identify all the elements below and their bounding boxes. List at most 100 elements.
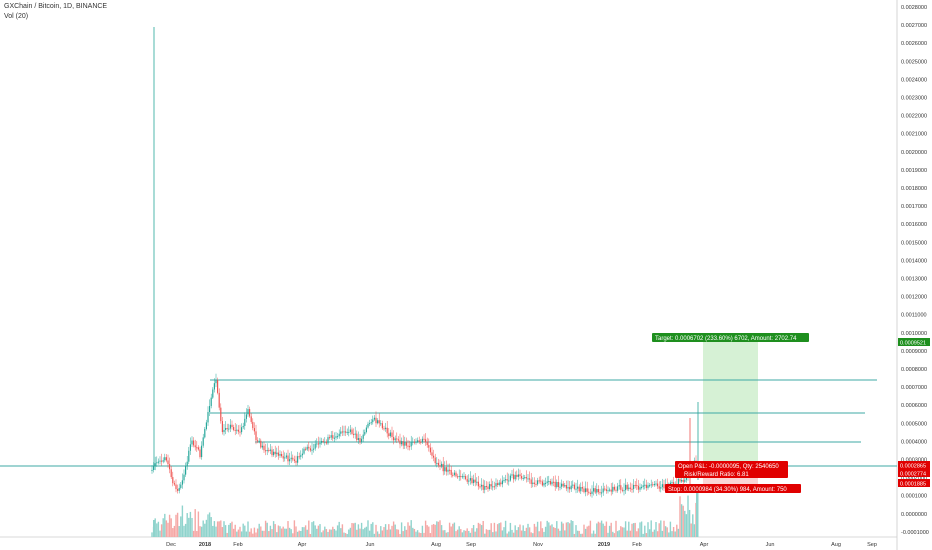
volume-bar [592,530,595,537]
volume-bar [480,525,483,537]
volume-bar [532,533,534,537]
candle-body [597,489,599,493]
candle-body [553,481,555,483]
candle-body [233,427,235,430]
volume-bar [205,519,208,537]
price-tick-label: 0.0015000 [901,240,927,246]
volume-bar [621,527,624,537]
volume-indicator-label[interactable]: Vol (20) [4,13,29,20]
candle-body [298,456,300,458]
candle-body [372,419,374,423]
candle-body [386,427,388,434]
volume-bar [343,532,345,537]
volume-bar [628,521,630,537]
candle-body [591,491,593,494]
candle-body [223,429,225,433]
candle-body [607,490,609,492]
candle-body [196,447,198,449]
volume-bar [453,522,456,537]
candle-body [375,417,377,424]
volume-bar [381,530,384,537]
candle-body [250,416,252,422]
candle-body [351,429,353,434]
candle-body [458,475,460,477]
candle-body [637,485,639,490]
candle-body [657,483,659,487]
candle-body [332,435,334,439]
volume-bar [564,530,566,537]
volume-bar [672,527,675,537]
volume-bar [280,528,283,537]
candle-body [577,486,579,489]
candle-body [154,463,156,467]
volume-bar [162,518,164,537]
candle-body [236,429,238,431]
candle-body [412,441,414,443]
symbol-title: GXChain / Bitcoin, 1D, BINANCE [4,3,108,10]
time-tick-label: Jun [766,542,775,548]
candle-body [316,443,318,445]
candle-body [327,437,329,444]
candle-body [610,489,612,492]
volume-bar [317,525,320,537]
volume-bar [455,531,457,537]
volume-bar [580,533,582,537]
volume-bar [274,524,276,537]
volume-bar [573,533,576,537]
volume-bar [461,532,464,537]
time-tick-label: Apr [700,542,709,548]
stop-label[interactable]: Stop: 0.0000984 (34.30%) 984, Amount: 75… [665,484,801,493]
volume-bar [293,520,296,537]
volume-bar [525,527,528,537]
volume-bar [322,530,324,537]
candle-body [348,431,350,433]
volume-bar [175,514,177,537]
volume-bar [444,530,446,537]
candle-body [170,469,172,478]
candle-body [431,452,433,456]
time-axis[interactable]: Dec 2018 Feb Apr Jun Aug Sep Nov 2019 Feb Apr Jun Au… [166,542,877,548]
target-zone[interactable] [703,341,758,464]
volume-bar [178,526,180,537]
candle-body [551,481,553,485]
volume-bar [682,505,684,537]
target-label[interactable]: Target: 0.0006702 (233.60%) 6702, Amount… [652,333,809,342]
volume-bar [602,523,604,537]
volume-bar [327,531,329,537]
candle-body [186,461,188,467]
volume-bar [367,520,369,537]
candle-body [596,489,598,493]
candle-body [276,452,278,455]
candle-body [207,412,209,423]
volume-bar [551,524,553,537]
candle-body [559,486,561,488]
volume-bar [540,521,542,537]
volume-bar [359,528,361,537]
candle-body [634,484,636,486]
candle-body [561,483,563,487]
volume-bar [308,520,310,537]
volume-bar [154,518,156,537]
volume-bar [644,525,646,537]
volume-bar [153,520,155,537]
candle-body [447,469,449,472]
candle-body [365,427,367,432]
volume-bar [356,529,358,537]
candle-body [180,484,182,488]
volume-bar [202,520,204,537]
volume-bar [624,521,627,537]
volume-bar [640,521,643,537]
price-candles [151,27,699,498]
candle-body [311,449,313,451]
volume-bar [404,526,406,537]
price-tag-stop: 0.0001885 [898,479,930,488]
volume-bar [528,527,531,537]
volume-bar [517,527,520,537]
price-axis[interactable]: 0.0028000 0.0027000 0.0026000 0.0025000 0.00… [901,5,929,536]
open-pl-label[interactable]: Open P&L: -0.0000095, Qty: 2540650 Risk/… [675,461,788,478]
candle-body [353,433,355,435]
volume-bar [508,531,510,537]
price-tick-label: 0.0028000 [901,5,927,11]
candle-body [402,441,404,446]
